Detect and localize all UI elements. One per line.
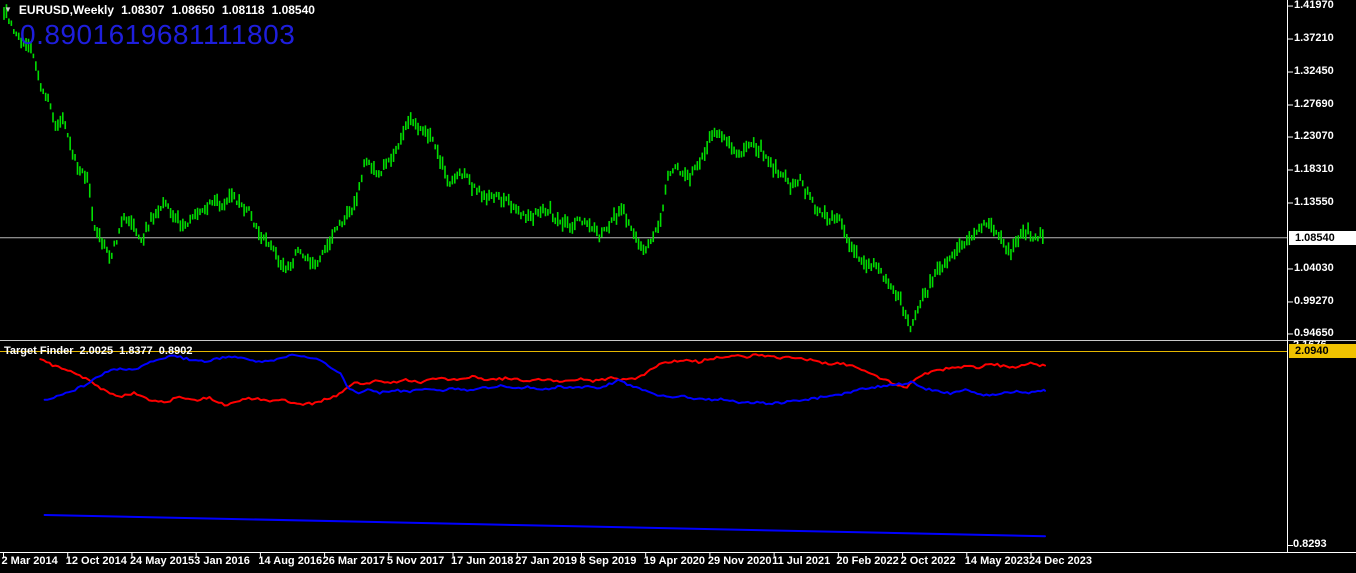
y-axis-tick-label: 1.18310 <box>1294 163 1334 175</box>
level-price-tag: 2.0940 <box>1289 344 1356 358</box>
ohlc-low-value: 1.08118 <box>221 3 265 17</box>
symbol-marker-icon: ▼ <box>4 5 12 14</box>
x-axis-date-label: 17 Jun 2018 <box>451 555 514 567</box>
y-axis-tick-label: 1.13550 <box>1294 196 1334 208</box>
y-axis-tick-label: 0.94650 <box>1294 326 1334 339</box>
ohlc-close-value: 1.08540 <box>271 3 315 17</box>
y-axis-tick-label: 1.32450 <box>1294 65 1334 78</box>
x-axis-date-label: 27 Jan 2019 <box>515 555 578 567</box>
x-axis-date-label: 3 Jan 2016 <box>194 555 250 567</box>
x-axis-date-label: 8 Sep 2019 <box>579 555 637 567</box>
y-axis-tick-label: 1.37210 <box>1294 32 1334 45</box>
indicator-value-1: 2.0025 <box>79 345 114 357</box>
y-axis-tick-label: 1.23070 <box>1294 130 1334 143</box>
symbol-timeframe-label: EURUSD,Weekly <box>18 3 115 17</box>
x-axis-date-label: 2 Mar 2014 <box>1 555 58 567</box>
indicator-bottom-tick-label: 0.8293 <box>1293 538 1327 550</box>
x-axis-date-label: 24 Dec 2023 <box>1029 555 1093 567</box>
y-axis-tick-label: 1.27690 <box>1294 98 1334 110</box>
x-axis-date-label: 12 Oct 2014 <box>65 555 127 567</box>
chart-header: ▼ EURUSD,Weekly 1.08307 1.08650 1.08118 … <box>4 3 315 17</box>
x-axis-date-label: 5 Nov 2017 <box>386 555 445 567</box>
ohlc-high-value: 1.08650 <box>171 3 215 17</box>
x-axis-date-label: 29 Nov 2020 <box>707 555 772 567</box>
price-axis[interactable] <box>1288 0 1356 552</box>
indicator-value-overlay: 0.8901619681111803 <box>20 19 296 50</box>
x-axis-date-label: 11 Jul 2021 <box>772 555 831 567</box>
ohlc-open-value: 1.08307 <box>121 3 165 17</box>
x-axis-date-label: 20 Feb 2022 <box>836 555 899 567</box>
indicator-line-target-upper-red <box>39 353 1046 407</box>
indicator-name: Target Finder <box>4 345 74 357</box>
indicator-line-target-lower-blue <box>43 353 1046 406</box>
bid-price-tag: 1.08540 <box>1289 231 1356 245</box>
y-axis-tick-label: 1.41970 <box>1294 0 1334 12</box>
x-axis-date-label: 14 Aug 2016 <box>258 555 323 567</box>
indicator-line-baseline-blue <box>43 514 1046 538</box>
indicator-value-3: 0.8902 <box>158 345 193 357</box>
y-axis-tick-label: 0.99270 <box>1294 294 1334 307</box>
x-axis-date-label: 2 Oct 2022 <box>900 555 956 567</box>
x-axis-date-label: 26 Mar 2017 <box>322 555 385 567</box>
indicator-value-2: 1.8377 <box>119 345 153 357</box>
x-axis-date-label: 24 May 2015 <box>129 555 195 567</box>
x-axis-date-label: 14 May 2023 <box>964 555 1030 567</box>
y-axis-tick-label: 1.04030 <box>1294 261 1334 274</box>
indicator-header: Target Finder 2.0025 1.8377 0.8902 <box>4 345 192 357</box>
x-axis-date-label: 19 Apr 2020 <box>643 555 706 567</box>
